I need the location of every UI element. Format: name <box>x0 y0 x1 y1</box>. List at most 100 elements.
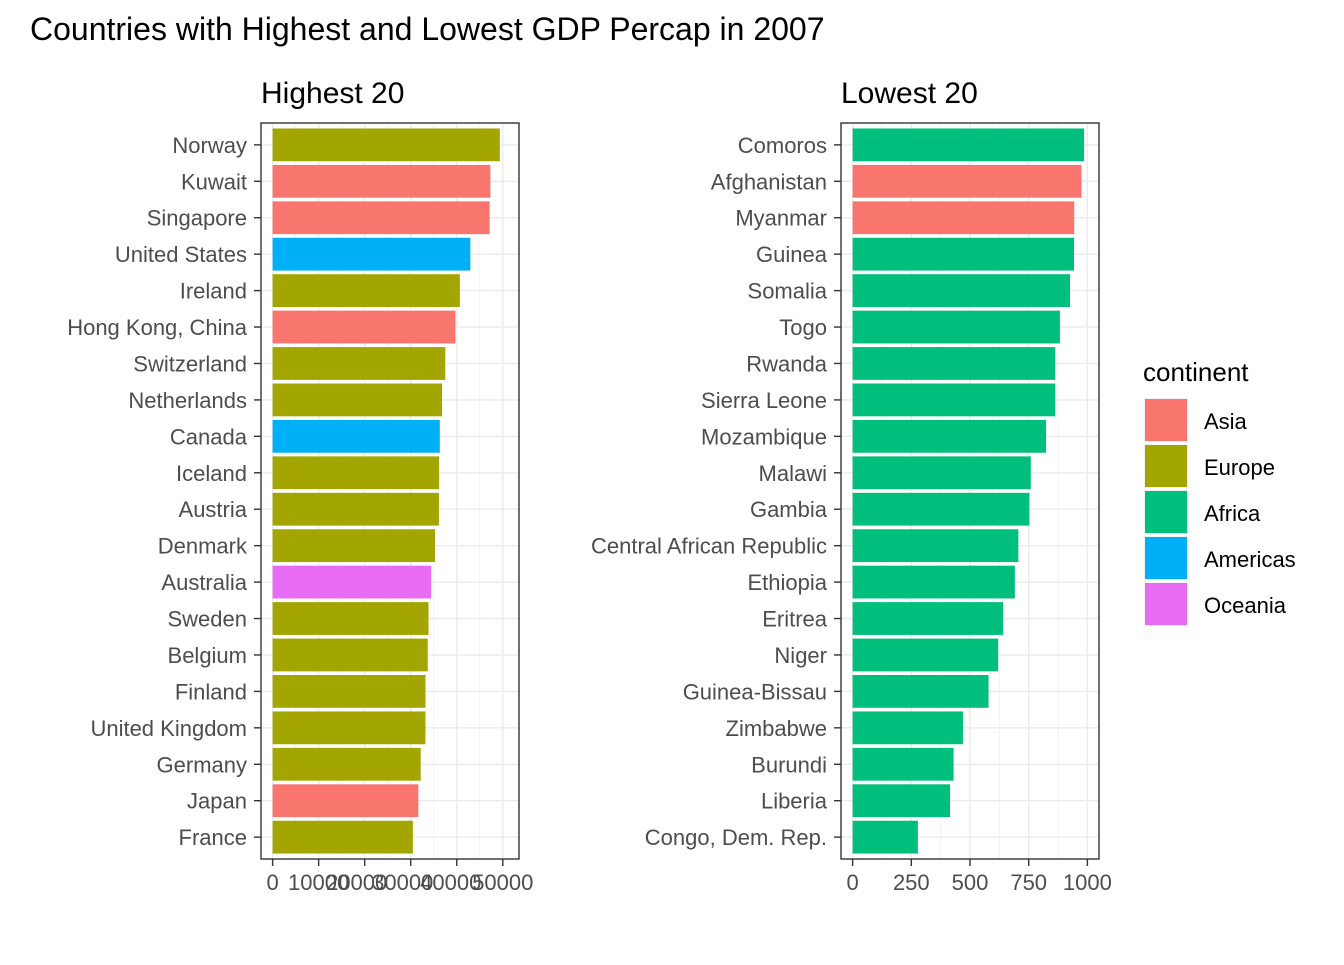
bar-ethiopia <box>852 565 1015 599</box>
x-tick-label: 500 <box>952 870 989 895</box>
y-tick-label: Eritrea <box>762 607 828 632</box>
legend-label: Europe <box>1204 455 1275 480</box>
y-tick-label: Singapore <box>147 206 247 231</box>
y-tick-label: Rwanda <box>746 351 827 376</box>
y-tick-label: Burundi <box>751 752 827 777</box>
y-tick-label: Ireland <box>180 279 247 304</box>
bar-rwanda <box>852 347 1056 380</box>
panels: Highest 20 Norway Kuwait Singapore United St… <box>67 77 1112 895</box>
bar-myanmar <box>852 201 1075 235</box>
y-tick-label: Austria <box>179 497 248 522</box>
y-tick-label: Mozambique <box>701 424 827 449</box>
bar-somalia <box>852 274 1071 307</box>
legend-label: Americas <box>1204 547 1296 572</box>
bar-norway <box>272 128 500 162</box>
bar-zimbabwe <box>852 711 963 745</box>
bar-gambia <box>852 492 1030 526</box>
bar-sweden <box>272 602 429 635</box>
panel-title: Highest 20 <box>261 77 404 110</box>
legend-swatch-asia <box>1145 399 1187 441</box>
legend-label: Asia <box>1204 409 1248 434</box>
bar-hong-kong-china <box>272 310 456 344</box>
bar-guinea <box>852 237 1075 271</box>
legend-label: Oceania <box>1204 593 1287 618</box>
y-tick-label: Malawi <box>759 461 827 486</box>
bar-iceland <box>272 456 440 490</box>
bar-japan <box>272 784 419 818</box>
bar-united-kingdom <box>272 711 426 745</box>
y-tick-label: Niger <box>774 643 827 668</box>
y-tick-label: Liberia <box>761 789 828 814</box>
y-tick-label: United Kingdom <box>90 716 247 741</box>
x-tick-label: 750 <box>1010 870 1047 895</box>
x-tick-label: 250 <box>893 870 930 895</box>
y-tick-label: Iceland <box>176 461 247 486</box>
bar-austria <box>272 492 439 526</box>
legend: continent Asia Europe Africa Americas Oceani… <box>1143 357 1296 626</box>
y-tick-label: Netherlands <box>128 388 247 413</box>
chart-title: Countries with Highest and Lowest GDP Pe… <box>30 11 825 47</box>
y-tick-label: United States <box>115 242 247 267</box>
y-tick-label: Congo, Dem. Rep. <box>645 825 827 850</box>
y-tick-label: Sierra Leone <box>701 388 827 413</box>
x-tick-label: 50000 <box>472 870 533 895</box>
y-tick-label: Kuwait <box>181 169 247 194</box>
bar-ireland <box>272 274 460 307</box>
y-tick-label: Finland <box>175 679 247 704</box>
y-tick-label: Myanmar <box>735 206 827 231</box>
x-tick-label: 30000 <box>372 870 433 895</box>
y-tick-label: Sweden <box>167 607 247 632</box>
y-tick-label: Germany <box>157 752 247 777</box>
legend-swatch-europe <box>1145 445 1187 487</box>
x-tick-label: 0 <box>846 870 858 895</box>
bar-comoros <box>852 128 1085 162</box>
bar-mozambique <box>852 419 1047 453</box>
bar-eritrea <box>852 602 1004 635</box>
bar-burundi <box>852 747 954 781</box>
y-tick-label: Central African Republic <box>591 534 827 559</box>
legend-title: continent <box>1143 357 1249 387</box>
bar-switzerland <box>272 347 446 380</box>
bar-guinea-bissau <box>852 675 989 708</box>
legend-swatch-oceania <box>1145 583 1187 625</box>
y-tick-label: Norway <box>172 133 247 158</box>
panel-border <box>260 122 520 860</box>
bar-afghanistan <box>852 164 1082 198</box>
bar-australia <box>272 565 432 599</box>
bar-singapore <box>272 201 490 235</box>
y-tick-label: Comoros <box>738 133 827 158</box>
bar-togo <box>852 310 1060 344</box>
y-tick-label: Guinea-Bissau <box>683 679 827 704</box>
x-tick-label: 10000 <box>288 870 349 895</box>
y-tick-label: Belgium <box>168 643 247 668</box>
y-tick-label: Hong Kong, China <box>67 315 248 340</box>
y-tick-label: Gambia <box>750 497 828 522</box>
legend-swatch-americas <box>1145 537 1187 579</box>
x-tick-label: 1000 <box>1063 870 1112 895</box>
bar-france <box>272 820 413 854</box>
panel-1: Highest 20 Norway Kuwait Singapore United St… <box>67 77 533 895</box>
y-tick-label: Afghanistan <box>711 169 827 194</box>
bar-netherlands <box>272 383 443 417</box>
bar-finland <box>272 675 426 708</box>
x-tick-label: 40000 <box>420 870 481 895</box>
bar-central-african-republic <box>852 529 1019 563</box>
bar-congo-dem-rep- <box>852 820 918 854</box>
bar-malawi <box>852 456 1031 490</box>
y-tick-label: Japan <box>187 789 247 814</box>
y-tick-label: Guinea <box>756 242 828 267</box>
panel-2: Lowest 20 Comoros Afghanistan Myanmar Guinea… <box>591 77 1112 895</box>
panel-title: Lowest 20 <box>841 77 978 110</box>
y-tick-label: Switzerland <box>133 351 247 376</box>
bar-denmark <box>272 529 436 563</box>
y-tick-label: Australia <box>161 570 247 595</box>
x-tick-label: 0 <box>266 870 278 895</box>
bar-sierra-leone <box>852 383 1056 417</box>
bar-liberia <box>852 784 951 818</box>
bar-niger <box>852 638 999 672</box>
bar-united-states <box>272 237 471 271</box>
legend-label: Africa <box>1204 501 1261 526</box>
x-tick-label: 20000 <box>326 870 387 895</box>
